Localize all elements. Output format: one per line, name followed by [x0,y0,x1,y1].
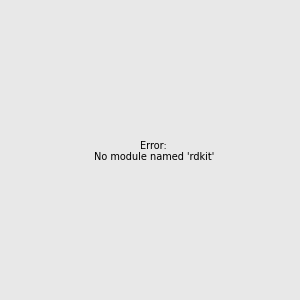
Text: Error:
No module named 'rdkit': Error: No module named 'rdkit' [94,141,214,162]
